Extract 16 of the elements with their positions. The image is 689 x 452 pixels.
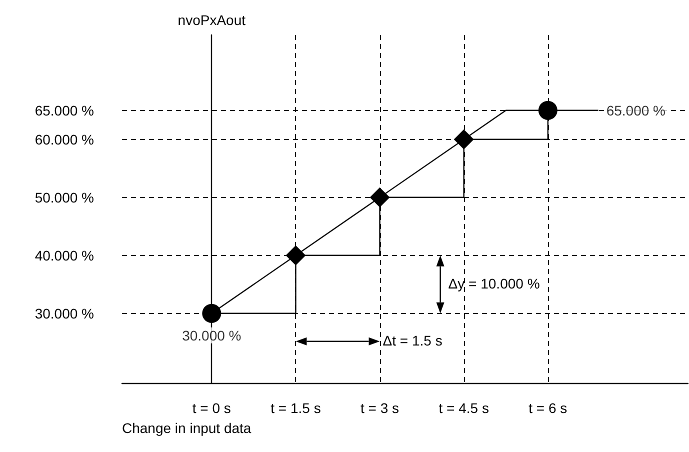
- y-tick-label: 30.000 %: [34, 305, 94, 322]
- x-tick-label: t = 0 s: [192, 400, 231, 416]
- x-tick-label: t = 4.5 s: [438, 400, 489, 416]
- annotation: Δt = 1.5 s: [382, 332, 442, 348]
- y-tick-label: 50.000 %: [34, 189, 94, 206]
- annotation: 30.000 %: [182, 327, 242, 344]
- x-tick-label: t = 6 s: [528, 400, 568, 416]
- y-tick-label: 65.000 %: [34, 102, 94, 118]
- annotation: Δy = 10.000 %: [448, 275, 540, 292]
- x-tick-label: t = 3 s: [360, 400, 400, 416]
- x-tick-label: t = 1.5 s: [270, 400, 321, 416]
- y-axis-title: nvoPxAout: [178, 12, 246, 28]
- y-tick-label: 60.000 %: [34, 131, 94, 148]
- x-axis-title: Change in input data: [122, 420, 252, 436]
- annotation: 65.000 %: [606, 102, 666, 118]
- y-tick-label: 40.000 %: [34, 247, 94, 264]
